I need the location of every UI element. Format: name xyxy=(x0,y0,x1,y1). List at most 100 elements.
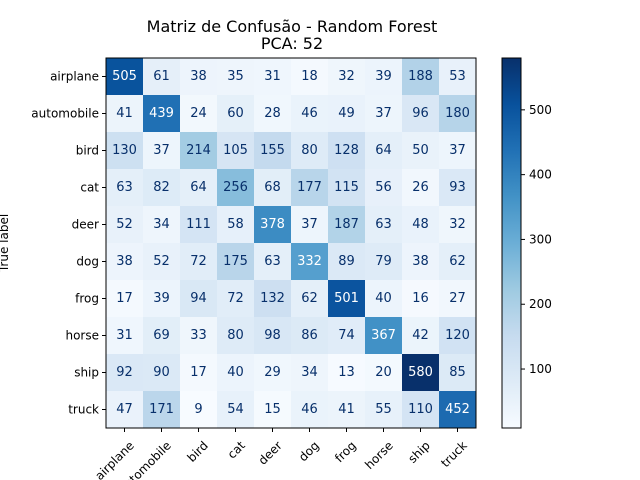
cell-value-label: 37 xyxy=(449,143,466,158)
heatmap-cell xyxy=(143,206,181,244)
cell-value-label: 46 xyxy=(301,402,318,417)
heatmap-cell xyxy=(328,280,366,318)
heatmap-cell xyxy=(180,243,218,281)
heatmap-cell-labels: 505 61 38 35 31 18 32 39 188 53 41 439 24 60 28 46 49 37 9… xyxy=(112,69,470,417)
heatmap-cell xyxy=(402,58,440,96)
heatmap-cell xyxy=(328,132,366,170)
cell-value-label: 94 xyxy=(190,291,207,306)
heatmap-cell xyxy=(143,280,181,318)
y-tick-label: automobile xyxy=(31,107,99,121)
cell-value-label: 15 xyxy=(264,402,281,417)
heatmap-cell xyxy=(106,132,144,170)
cell-value-label: 34 xyxy=(153,217,170,232)
colorbar-tick-label: 100 xyxy=(529,362,552,376)
heatmap-cell xyxy=(402,317,440,355)
cell-value-label: 111 xyxy=(186,217,211,232)
heatmap-cell xyxy=(291,169,329,207)
cell-value-label: 53 xyxy=(449,69,466,84)
heatmap-cell xyxy=(217,354,255,392)
cell-value-label: 32 xyxy=(338,69,355,84)
heatmap-cell xyxy=(402,280,440,318)
cell-value-label: 38 xyxy=(190,69,207,84)
cell-value-label: 256 xyxy=(223,180,248,195)
x-tick-label: cat xyxy=(225,438,248,461)
cell-value-label: 62 xyxy=(301,291,318,306)
heatmap-cell xyxy=(106,206,144,244)
y-tick-label: dog xyxy=(76,255,99,269)
heatmap-cell xyxy=(143,169,181,207)
cell-value-label: 55 xyxy=(375,402,392,417)
cell-value-label: 52 xyxy=(153,254,170,269)
heatmap-cell xyxy=(180,206,218,244)
cell-value-label: 439 xyxy=(149,106,174,121)
cell-value-label: 89 xyxy=(338,254,355,269)
heatmap-cell xyxy=(365,132,403,170)
cell-value-label: 80 xyxy=(227,328,244,343)
heatmap-cell xyxy=(439,132,477,170)
cell-value-label: 13 xyxy=(338,365,355,380)
cell-value-label: 39 xyxy=(153,291,170,306)
x-tick-label: ship xyxy=(405,438,432,465)
chart-subtitle: PCA: 52 xyxy=(261,34,323,53)
heatmap-cell xyxy=(254,354,292,392)
heatmap-cell xyxy=(143,391,181,429)
heatmap-cell xyxy=(143,95,181,133)
cell-value-label: 92 xyxy=(116,365,133,380)
heatmap-cell xyxy=(365,354,403,392)
cell-value-label: 332 xyxy=(297,254,322,269)
cell-value-label: 17 xyxy=(116,291,133,306)
cell-value-label: 79 xyxy=(375,254,392,269)
heatmap-cell xyxy=(365,317,403,355)
heatmap-cell xyxy=(439,317,477,355)
heatmap-cell xyxy=(291,132,329,170)
heatmap-cell xyxy=(106,169,144,207)
heatmap-cell xyxy=(402,391,440,429)
cell-value-label: 41 xyxy=(338,402,355,417)
cell-value-label: 214 xyxy=(186,143,211,158)
heatmap-cell xyxy=(439,95,477,133)
heatmap-cell xyxy=(365,391,403,429)
heatmap-cell xyxy=(439,58,477,96)
heatmap-cell xyxy=(143,58,181,96)
cell-value-label: 155 xyxy=(260,143,285,158)
heatmap-cell xyxy=(217,243,255,281)
heatmap-cell xyxy=(217,317,255,355)
heatmap-cell xyxy=(254,132,292,170)
heatmap-cell xyxy=(254,206,292,244)
heatmap-cell xyxy=(328,391,366,429)
x-tick-label: dog xyxy=(296,438,322,464)
cell-value-label: 580 xyxy=(408,365,433,380)
cell-value-label: 80 xyxy=(301,143,318,158)
cell-value-label: 64 xyxy=(375,143,392,158)
chart-title: Matriz de Confusão - Random Forest xyxy=(147,17,438,36)
cell-value-label: 64 xyxy=(190,180,207,195)
cell-value-label: 63 xyxy=(116,180,133,195)
cell-value-label: 27 xyxy=(449,291,466,306)
cell-value-label: 96 xyxy=(412,106,429,121)
cell-value-label: 39 xyxy=(375,69,392,84)
cell-value-label: 115 xyxy=(334,180,359,195)
heatmap-cell xyxy=(106,95,144,133)
cell-value-label: 52 xyxy=(116,217,133,232)
heatmap-cell xyxy=(217,280,255,318)
y-tick-label: airplane xyxy=(50,70,99,84)
cell-value-label: 74 xyxy=(338,328,355,343)
x-tick-label: bird xyxy=(184,438,210,464)
heatmap-cell xyxy=(365,169,403,207)
y-tick-label: horse xyxy=(65,329,99,343)
heatmap-cell xyxy=(328,169,366,207)
cell-value-label: 110 xyxy=(408,402,433,417)
cell-value-label: 31 xyxy=(116,328,133,343)
heatmap-cell xyxy=(254,317,292,355)
heatmap-cell xyxy=(402,132,440,170)
heatmap-cell xyxy=(328,354,366,392)
heatmap-cell xyxy=(180,317,218,355)
y-axis-ticks: airplane automobile bird cat deer dog frog hors… xyxy=(31,70,106,417)
heatmap-cell xyxy=(180,280,218,318)
heatmap-cell xyxy=(439,354,477,392)
cell-value-label: 54 xyxy=(227,402,244,417)
y-tick-label: cat xyxy=(80,181,99,195)
cell-value-label: 24 xyxy=(190,106,207,121)
heatmap-cell xyxy=(439,391,477,429)
